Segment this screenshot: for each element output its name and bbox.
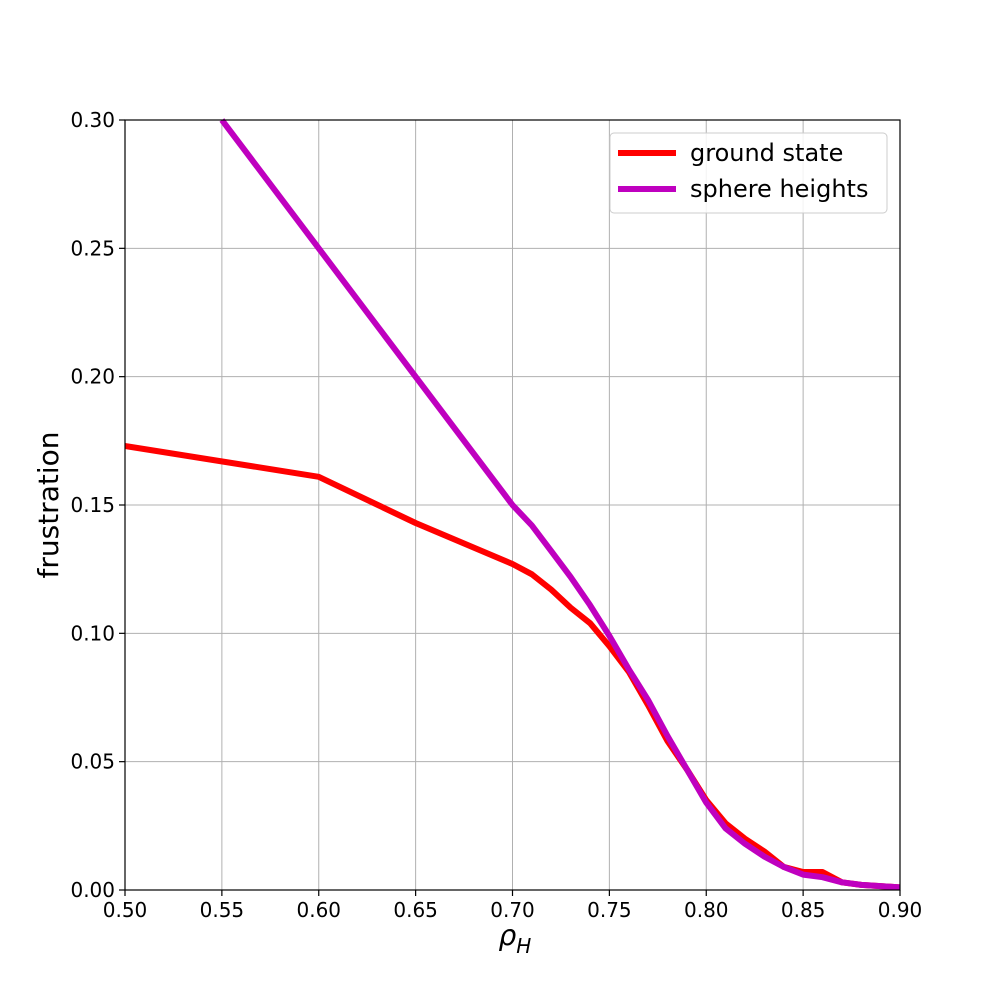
y-tick-label: 0.00 bbox=[70, 878, 115, 902]
x-tick-label: 0.55 bbox=[200, 898, 245, 922]
x-tick-label: 0.60 bbox=[296, 898, 341, 922]
x-tick-label: 0.50 bbox=[103, 898, 148, 922]
ticks-layer: 0.50 0.55 0.60 0.65 0.70 0.75 0.80 0.85 0.90 0.00… bbox=[70, 108, 922, 922]
x-tick-label: 0.70 bbox=[490, 898, 535, 922]
legend-label: sphere heights bbox=[690, 175, 868, 203]
x-tick-label: 0.75 bbox=[587, 898, 632, 922]
x-axis-label-subscript: H bbox=[516, 934, 531, 958]
y-tick-label: 0.15 bbox=[70, 493, 115, 517]
legend: ground state sphere heights bbox=[609, 132, 888, 214]
x-tick-label: 0.90 bbox=[878, 898, 923, 922]
x-tick-label: 0.85 bbox=[781, 898, 826, 922]
x-axis-label-symbol: ρ bbox=[499, 919, 517, 952]
y-axis-label: frustration bbox=[32, 432, 65, 579]
y-tick-label: 0.05 bbox=[70, 750, 115, 774]
x-tick-label: 0.65 bbox=[393, 898, 438, 922]
y-tick-label: 0.10 bbox=[70, 621, 115, 645]
x-axis-label: ρH bbox=[499, 919, 532, 958]
y-tick-label: 0.20 bbox=[70, 365, 115, 389]
x-tick-label: 0.80 bbox=[684, 898, 729, 922]
y-tick-label: 0.25 bbox=[70, 236, 115, 260]
series-layer bbox=[125, 118, 900, 890]
legend-label: ground state bbox=[690, 139, 843, 167]
series-line-1 bbox=[219, 118, 900, 890]
y-tick-label: 0.30 bbox=[70, 108, 115, 132]
legend-box bbox=[609, 132, 888, 214]
